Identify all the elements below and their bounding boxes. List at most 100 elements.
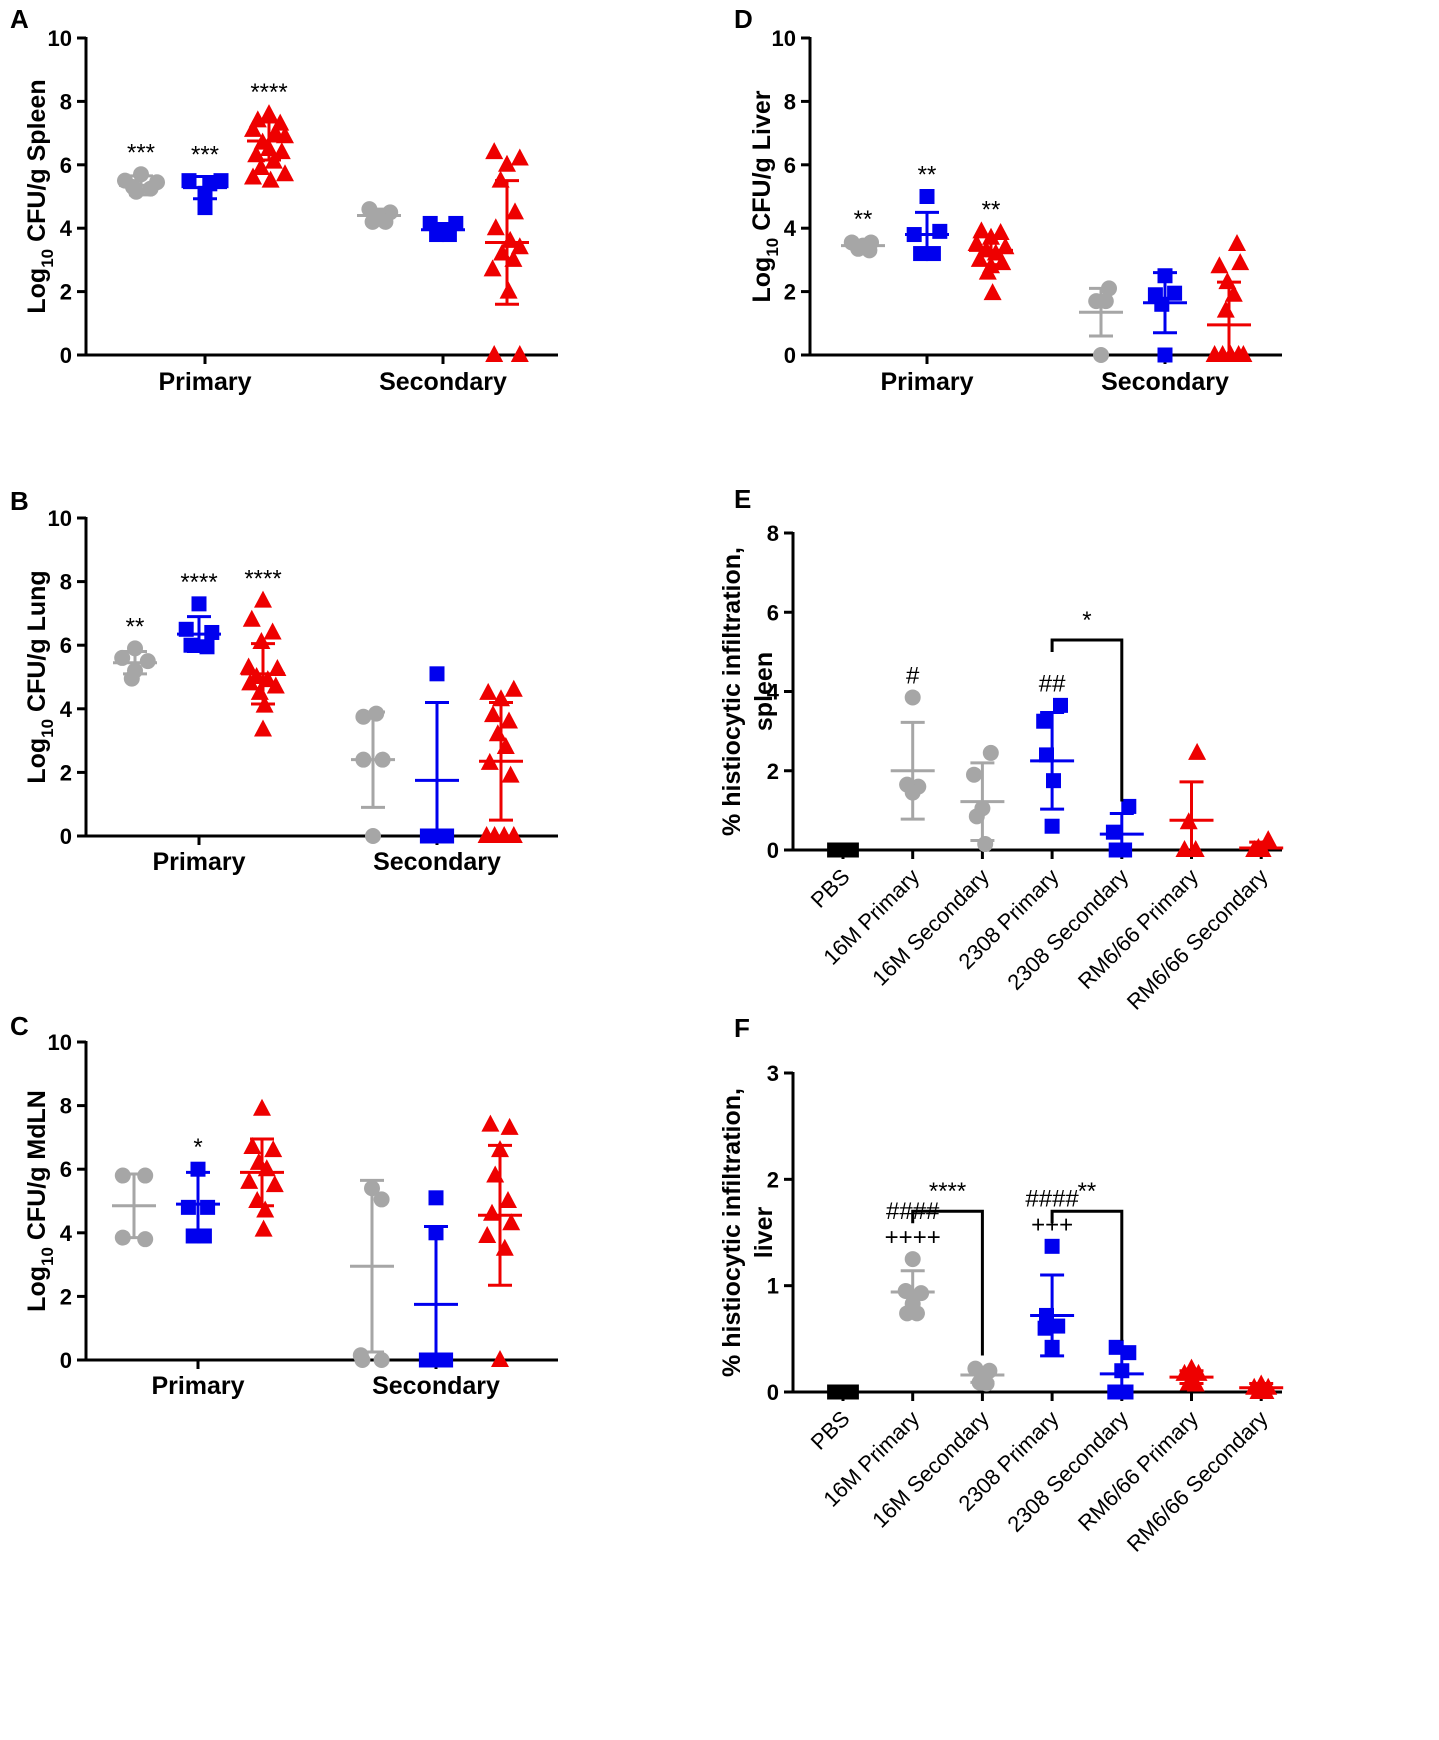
y-tick-label: 4 [784, 216, 797, 241]
data-point [1036, 713, 1052, 729]
x-category-label: Secondary [372, 1372, 500, 1400]
data-point [200, 1199, 216, 1215]
significance-label: ** [126, 613, 145, 640]
data-point [1186, 840, 1205, 857]
data-point [252, 157, 270, 175]
series-2308 [415, 666, 459, 844]
series-2308: *** [181, 142, 229, 216]
series-2308: ####+++ [1025, 1185, 1079, 1358]
data-point [500, 1117, 519, 1135]
data-point [502, 1213, 521, 1231]
y-tick-label: 10 [48, 26, 72, 51]
x-category-label: RM6/66 Primary [1073, 864, 1203, 994]
series-16m [350, 1178, 394, 1368]
y-tick-label: 2 [60, 760, 72, 785]
x-category-label: Secondary [373, 848, 501, 876]
data-point [1108, 1339, 1124, 1355]
y-axis-label: Log10 CFU/g Spleen [23, 79, 57, 313]
data-point [491, 1350, 509, 1367]
data-point [1210, 256, 1229, 274]
data-point [1117, 842, 1133, 858]
data-point [247, 145, 266, 163]
series-2308 [1099, 1339, 1144, 1400]
data-point [239, 657, 258, 675]
y-tick-label: 0 [784, 343, 796, 368]
panel-letter-a: A [10, 4, 29, 34]
data-point [932, 223, 948, 239]
data-point [197, 200, 213, 216]
y-tick-label: 0 [767, 838, 779, 863]
y-axis-title-line1: % histiocytic infiltration, [718, 547, 746, 836]
data-point [1093, 347, 1109, 363]
panel-letter-e: E [734, 484, 751, 514]
data-point [181, 173, 197, 189]
data-point [1188, 742, 1207, 760]
panel-letter-f: F [734, 1013, 750, 1043]
data-point [1256, 1382, 1275, 1399]
data-point [486, 218, 505, 236]
series-rm6-66 [483, 142, 529, 362]
series-16m [112, 1167, 156, 1248]
comparison-bracket [911, 1209, 984, 1356]
data-point [260, 104, 278, 122]
series-rm6-66: **** [244, 79, 294, 188]
data-point [263, 622, 282, 640]
data-point [265, 1175, 284, 1193]
panel-letter-b: B [10, 486, 29, 516]
y-tick-label: 0 [767, 1380, 779, 1405]
series-16m [351, 705, 395, 844]
data-point [982, 744, 999, 761]
y-tick-label: 4 [767, 680, 780, 705]
significance-label: ## [1039, 670, 1066, 697]
series-rm6-66 [1169, 742, 1214, 857]
x-category-label: Primary [880, 368, 973, 396]
series-2308 [1143, 268, 1187, 363]
data-point [1228, 234, 1246, 252]
data-point [254, 1219, 273, 1237]
y-axis-title-sub: 10 [38, 1247, 57, 1266]
data-point [1167, 285, 1183, 301]
data-point [919, 189, 935, 204]
data-point [137, 1167, 154, 1184]
data-point [354, 1352, 371, 1368]
series-2308: **** [177, 569, 221, 655]
comparison-label: * [1082, 607, 1091, 634]
data-point [139, 653, 156, 670]
y-tick-label: 3 [767, 1061, 779, 1086]
data-point [191, 596, 207, 612]
series-2308: ** [905, 162, 949, 262]
data-point [1037, 1320, 1053, 1336]
y-tick-label: 0 [60, 824, 72, 849]
data-point [499, 281, 518, 299]
data-point [241, 673, 260, 691]
x-category-label: 2308 Secondary [1002, 864, 1133, 995]
series-rm6-66: ** [967, 196, 1015, 301]
x-category-label: Secondary [1101, 368, 1229, 396]
data-point [478, 1225, 497, 1243]
data-point [244, 167, 262, 185]
data-point [1105, 824, 1121, 840]
y-tick-label: 0 [60, 1348, 72, 1373]
data-point [498, 154, 516, 172]
data-point [365, 828, 381, 844]
y-axis-title: Log10 CFU/g Liver [748, 90, 782, 302]
data-point [483, 1203, 501, 1221]
y-tick-label: 6 [767, 600, 779, 625]
series-rm6-66 [240, 1098, 284, 1237]
series-16m [1079, 280, 1123, 363]
data-point [137, 1231, 154, 1248]
data-point [485, 142, 504, 160]
y-axis-title-prefix: Log [23, 738, 51, 784]
y-axis-title: Log10 CFU/g MdLN [23, 1090, 57, 1312]
y-axis-title-line1: % histiocytic infiltration, [718, 1088, 746, 1377]
data-point [504, 826, 523, 843]
significance-label: ++++ [885, 1224, 941, 1251]
data-point [1053, 697, 1068, 713]
data-point [510, 148, 529, 166]
series-2308: ## [1030, 670, 1075, 834]
data-point [506, 202, 524, 220]
y-axis-title: Log10 CFU/g Spleen [23, 79, 57, 313]
data-point [501, 765, 520, 783]
series-rm6-66 [1239, 830, 1284, 857]
